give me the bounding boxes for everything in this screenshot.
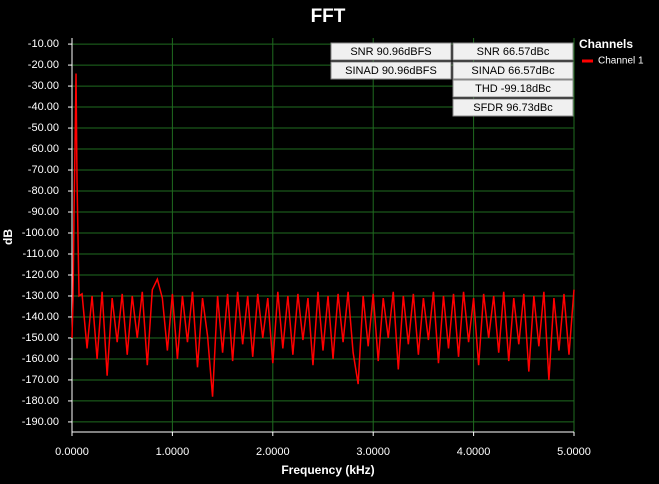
chart-title: FFT [311,6,346,27]
stat-box [330,61,452,80]
y-tick-label: -150.00 [22,332,59,344]
stat-text: SNR 66.57dBc [477,46,550,58]
y-tick-label: -80.00 [28,185,59,197]
stat-text: SFDR 96.73dBc [473,102,553,114]
y-axis-label: dB [1,229,15,245]
x-axis-label: Frequency (kHz) [281,463,374,477]
y-tick-label: -120.00 [22,269,59,281]
stat-box [330,42,452,61]
y-tick-label: -90.00 [28,206,59,218]
x-tick-label: 0.0000 [55,446,89,458]
stat-text: SINAD 90.96dBFS [345,65,437,77]
y-tick-label: -130.00 [22,290,59,302]
stat-text: SINAD 66.57dBc [471,65,555,77]
y-tick-label: -20.00 [28,59,59,71]
x-tick-label: 5.0000 [557,446,591,458]
legend-label: Channel 1 [598,56,644,67]
stat-box [452,61,574,80]
y-tick-label: -100.00 [22,227,59,239]
y-tick-label: -10.00 [28,38,59,50]
stat-box [452,42,574,61]
stat-text: SNR 90.96dBFS [350,46,431,58]
y-tick-label: -50.00 [28,122,59,134]
y-tick-label: -180.00 [22,395,59,407]
stat-box [452,98,574,117]
x-tick-label: 3.0000 [356,446,390,458]
stat-text: THD -99.18dBc [475,83,551,95]
y-tick-label: -170.00 [22,374,59,386]
y-tick-label: -60.00 [28,143,59,155]
legend-title: Channels [579,37,633,51]
y-tick-label: -40.00 [28,101,59,113]
y-tick-label: -30.00 [28,80,59,92]
y-tick-label: -140.00 [22,311,59,323]
x-tick-label: 4.0000 [457,446,491,458]
y-tick-label: -190.00 [22,416,59,428]
y-tick-label: -70.00 [28,164,59,176]
x-tick-label: 1.0000 [156,446,190,458]
y-tick-label: -160.00 [22,353,59,365]
y-tick-label: -110.00 [23,248,60,260]
x-tick-label: 2.0000 [256,446,290,458]
stat-box [452,79,574,98]
series-line [71,73,575,397]
